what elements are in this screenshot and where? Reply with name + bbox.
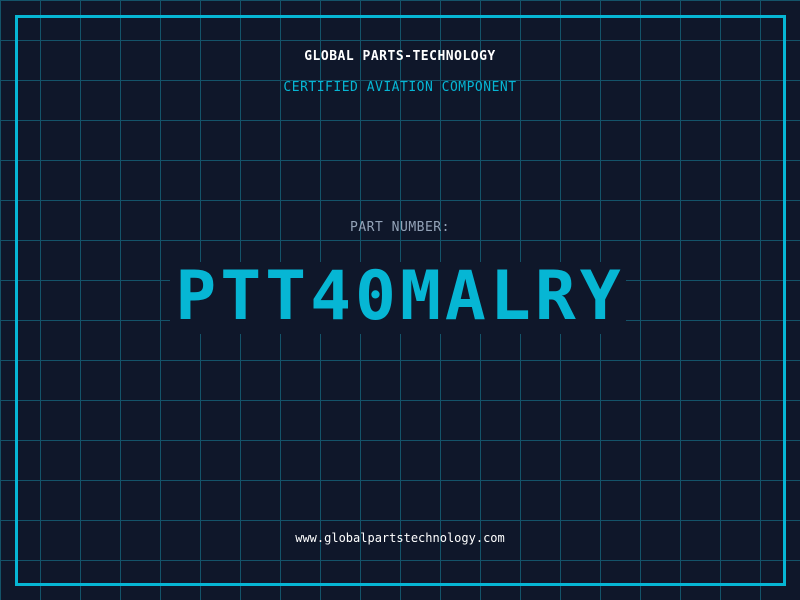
website-url: www.globalpartstechnology.com: [295, 531, 505, 545]
part-number-label: PART NUMBER:: [350, 220, 450, 235]
border-frame: [15, 15, 786, 586]
part-number-backdrop: [170, 262, 626, 334]
certification-subtitle: CERTIFIED AVIATION COMPONENT: [283, 80, 517, 95]
company-name: GLOBAL PARTS-TECHNOLOGY: [304, 49, 496, 64]
part-number: PTT40MALRY: [175, 257, 625, 336]
